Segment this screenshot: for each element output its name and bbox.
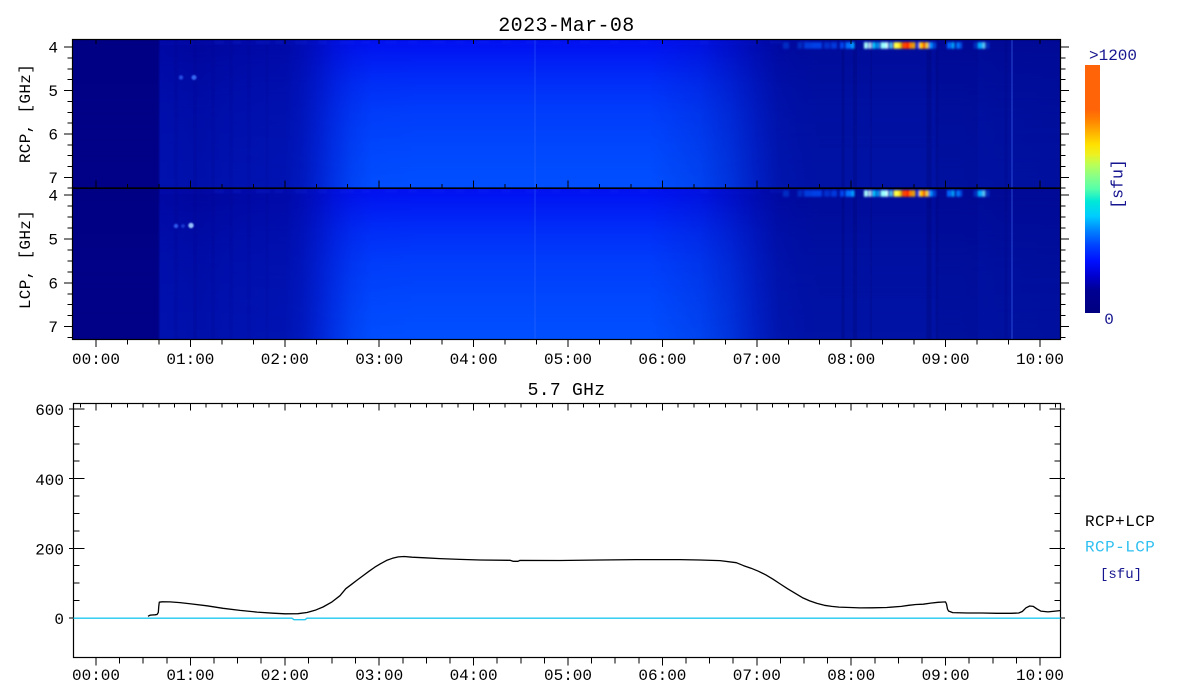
svg-text:4: 4	[48, 188, 58, 206]
svg-text:600: 600	[35, 402, 64, 420]
svg-text:09:00: 09:00	[922, 351, 970, 369]
svg-text:09:00: 09:00	[922, 667, 970, 685]
svg-text:5: 5	[48, 232, 58, 250]
svg-text:0: 0	[1104, 311, 1114, 329]
svg-text:2023-Mar-08: 2023-Mar-08	[498, 15, 634, 38]
svg-text:RCP+LCP: RCP+LCP	[1085, 513, 1155, 531]
svg-text:10:00: 10:00	[1016, 667, 1064, 685]
svg-text:6: 6	[48, 275, 58, 293]
svg-text:5: 5	[48, 83, 58, 101]
svg-text:08:00: 08:00	[827, 351, 875, 369]
svg-text:08:00: 08:00	[827, 667, 875, 685]
svg-text:04:00: 04:00	[450, 351, 498, 369]
svg-text:200: 200	[35, 542, 64, 560]
svg-text:07:00: 07:00	[733, 667, 781, 685]
svg-text:>1200: >1200	[1089, 47, 1137, 65]
svg-text:01:00: 01:00	[166, 351, 214, 369]
svg-text:RCP-LCP: RCP-LCP	[1085, 539, 1155, 557]
svg-text:02:00: 02:00	[261, 351, 309, 369]
svg-text:7: 7	[48, 170, 58, 188]
svg-text:4: 4	[48, 40, 58, 58]
svg-text:01:00: 01:00	[166, 667, 214, 685]
svg-text:06:00: 06:00	[638, 351, 686, 369]
svg-text:RCP, [GHz]: RCP, [GHz]	[17, 64, 35, 163]
svg-text:04:00: 04:00	[450, 667, 498, 685]
svg-text:07:00: 07:00	[733, 351, 781, 369]
svg-text:03:00: 03:00	[355, 351, 403, 369]
svg-text:[sfu]: [sfu]	[1100, 567, 1142, 583]
svg-text:LCP, [GHz]: LCP, [GHz]	[17, 210, 35, 309]
svg-text:[sfu]: [sfu]	[1109, 159, 1128, 209]
svg-text:00:00: 00:00	[72, 351, 120, 369]
svg-text:10:00: 10:00	[1016, 351, 1064, 369]
svg-text:7: 7	[48, 319, 58, 337]
svg-text:00:00: 00:00	[72, 667, 120, 685]
svg-text:02:00: 02:00	[261, 667, 309, 685]
svg-text:0: 0	[54, 611, 64, 629]
svg-text:6: 6	[48, 126, 58, 144]
svg-text:05:00: 05:00	[544, 667, 592, 685]
svg-text:05:00: 05:00	[544, 351, 592, 369]
svg-text:5.7 GHz: 5.7 GHz	[528, 381, 606, 401]
svg-text:06:00: 06:00	[638, 667, 686, 685]
svg-text:03:00: 03:00	[355, 667, 403, 685]
svg-text:400: 400	[35, 472, 64, 490]
